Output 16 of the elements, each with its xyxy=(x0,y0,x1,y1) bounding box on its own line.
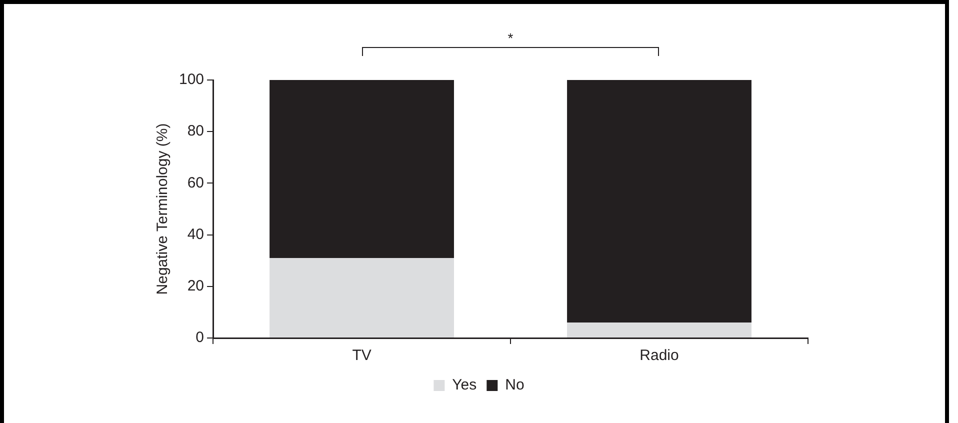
legend-label: Yes xyxy=(452,376,477,394)
y-axis-title: Negative Terminology (%) xyxy=(154,123,172,295)
y-tick-label: 100 xyxy=(178,71,204,88)
y-tick-label: 20 xyxy=(187,278,204,295)
y-tick-label: 0 xyxy=(196,329,204,346)
x-tick-label: Radio xyxy=(640,347,679,364)
bar xyxy=(567,322,752,338)
text: * xyxy=(508,30,514,46)
bar xyxy=(567,80,752,323)
y-tick-label: 80 xyxy=(187,122,204,140)
bar xyxy=(270,80,454,258)
bar xyxy=(270,258,454,338)
y-tick-label: 40 xyxy=(187,226,204,243)
legend-label: No xyxy=(505,376,524,394)
x-tick-label: TV xyxy=(352,347,372,364)
y-tick-label: 60 xyxy=(187,174,204,192)
